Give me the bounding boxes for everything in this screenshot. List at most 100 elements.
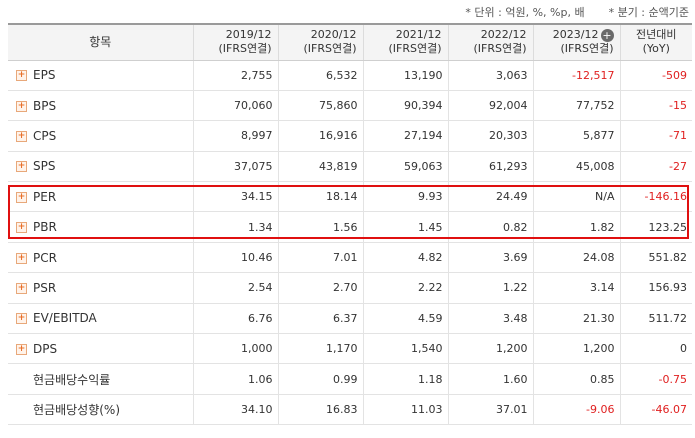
row-label[interactable]: + DPS: [8, 333, 193, 365]
expand-plus-icon[interactable]: +: [16, 161, 27, 173]
period-note: * 분기 : 순액기준: [608, 6, 689, 19]
expand-plus-icon[interactable]: +: [16, 100, 27, 112]
value-cell: 34.10: [192, 394, 278, 426]
expand-plus-icon[interactable]: +: [16, 313, 27, 325]
yoy-cell: -146.16: [619, 181, 692, 213]
yoy-cell: 0: [619, 333, 692, 365]
value-cell: 24.49: [447, 181, 533, 213]
value-cell: 1.18: [362, 363, 448, 395]
value-cell: 1.06: [192, 363, 278, 395]
value-cell: 27,194: [362, 120, 448, 152]
yoy-cell: -27: [619, 151, 692, 183]
value-cell: 1.45: [362, 211, 448, 243]
row-label[interactable]: + PER: [8, 181, 193, 213]
value-cell: 37.01: [447, 394, 533, 426]
row-label-text: PBR: [33, 220, 57, 235]
value-cell: 1,200: [447, 333, 533, 365]
row-label: 현금배당수익률: [8, 363, 193, 395]
yoy-header: 전년대비 (YoY): [619, 23, 692, 61]
table-row: + BPS 70,060 75,860 90,394 92,004 77,752 -15: [8, 90, 692, 122]
table-row: + EPS 2,755 6,532 13,190 3,063 -12,517 -509: [8, 60, 692, 91]
row-label[interactable]: + PBR: [8, 211, 193, 243]
row-label-text: DPS: [33, 341, 58, 356]
value-cell: 34.15: [192, 181, 278, 213]
row-label[interactable]: + BPS: [8, 90, 193, 122]
value-cell: 3.69: [447, 242, 533, 274]
value-cell: 75,860: [277, 90, 363, 122]
yoy-cell: -46.07: [619, 394, 692, 426]
value-cell: 8,997: [192, 120, 278, 152]
table-row: + SPS 37,075 43,819 59,063 61,293 45,008 -27: [8, 151, 692, 183]
row-label[interactable]: + PCR: [8, 242, 193, 274]
row-label-text: BPS: [33, 98, 57, 113]
expand-plus-icon[interactable]: +: [16, 282, 27, 294]
row-label[interactable]: + EPS: [8, 60, 193, 91]
yoy-cell: 551.82: [619, 242, 692, 274]
value-cell: 3,063: [447, 60, 533, 91]
row-label-text: CPS: [33, 128, 57, 143]
value-cell: 92,004: [447, 90, 533, 122]
value-cell: 11.03: [362, 394, 448, 426]
expand-plus-icon[interactable]: +: [16, 191, 27, 203]
value-cell: 1.22: [447, 272, 533, 304]
value-cell: 16,916: [277, 120, 363, 152]
value-cell: 6.37: [277, 303, 363, 335]
unit-note: * 단위 : 억원, %, %p, 배: [465, 6, 585, 19]
value-cell: 24.08: [532, 242, 620, 274]
value-cell: 43,819: [277, 151, 363, 183]
value-cell: -12,517: [532, 60, 620, 91]
value-cell: 7.01: [277, 242, 363, 274]
expand-plus-icon[interactable]: +: [16, 130, 27, 142]
value-cell: N/A: [532, 181, 620, 213]
value-cell: 1.56: [277, 211, 363, 243]
row-label-text: SPS: [33, 159, 56, 174]
value-cell: 13,190: [362, 60, 448, 91]
row-label-text: EV/EBITDA: [33, 311, 97, 326]
value-cell: 2,755: [192, 60, 278, 91]
column-header: 2020/12 (IFRS연결): [277, 23, 363, 61]
table-row: + CPS 8,997 16,916 27,194 20,303 5,877 -71: [8, 120, 692, 152]
row-label-text: PSR: [33, 280, 57, 295]
row-label: 현금배당성향(%): [8, 394, 193, 426]
table-row: 현금배당수익률 1.06 0.99 1.18 1.60 0.85 -0.75: [8, 363, 692, 395]
value-cell: 45,008: [532, 151, 620, 183]
row-label-text: 현금배당성향(%): [33, 402, 121, 417]
row-label[interactable]: + SPS: [8, 151, 193, 183]
row-label[interactable]: + PSR: [8, 272, 193, 304]
yoy-cell: 123.25: [619, 211, 692, 243]
value-cell: 3.14: [532, 272, 620, 304]
expand-plus-icon[interactable]: +: [16, 252, 27, 264]
column-header: 2019/12 (IFRS연결): [192, 23, 278, 61]
value-cell: 90,394: [362, 90, 448, 122]
table-row: + DPS 1,000 1,170 1,540 1,200 1,200 0: [8, 333, 692, 365]
value-cell: 5,877: [532, 120, 620, 152]
row-label[interactable]: + EV/EBITDA: [8, 303, 193, 335]
value-cell: 3.48: [447, 303, 533, 335]
value-cell: 2.22: [362, 272, 448, 304]
row-label-text: PCR: [33, 250, 57, 265]
row-label-text: PER: [33, 189, 57, 204]
table-row: + PCR 10.46 7.01 4.82 3.69 24.08 551.82: [8, 242, 692, 274]
yoy-cell: -71: [619, 120, 692, 152]
value-cell: 1.82: [532, 211, 620, 243]
value-cell: 4.82: [362, 242, 448, 274]
column-header: 2022/12 (IFRS연결): [447, 23, 533, 61]
unit-notes: * 단위 : 억원, %, %p, 배 * 분기 : 순액기준: [465, 4, 689, 20]
yoy-cell: 511.72: [619, 303, 692, 335]
financial-ratio-table: 항목 2019/12 (IFRS연결) 2020/12 (IFRS연결) 2021/…: [8, 23, 692, 426]
plus-circle-icon[interactable]: +: [600, 28, 614, 42]
expand-plus-icon[interactable]: +: [16, 70, 27, 82]
expand-plus-icon[interactable]: +: [16, 222, 27, 234]
column-header: 2023/12 + (IFRS연결): [532, 23, 620, 61]
value-cell: 2.70: [277, 272, 363, 304]
value-cell: 6,532: [277, 60, 363, 91]
value-cell: 2.54: [192, 272, 278, 304]
expand-plus-icon[interactable]: +: [16, 343, 27, 355]
value-cell: 1.34: [192, 211, 278, 243]
yoy-cell: -0.75: [619, 363, 692, 395]
value-cell: 59,063: [362, 151, 448, 183]
value-cell: 77,752: [532, 90, 620, 122]
value-cell: 21.30: [532, 303, 620, 335]
row-label[interactable]: + CPS: [8, 120, 193, 152]
value-cell: 1,540: [362, 333, 448, 365]
